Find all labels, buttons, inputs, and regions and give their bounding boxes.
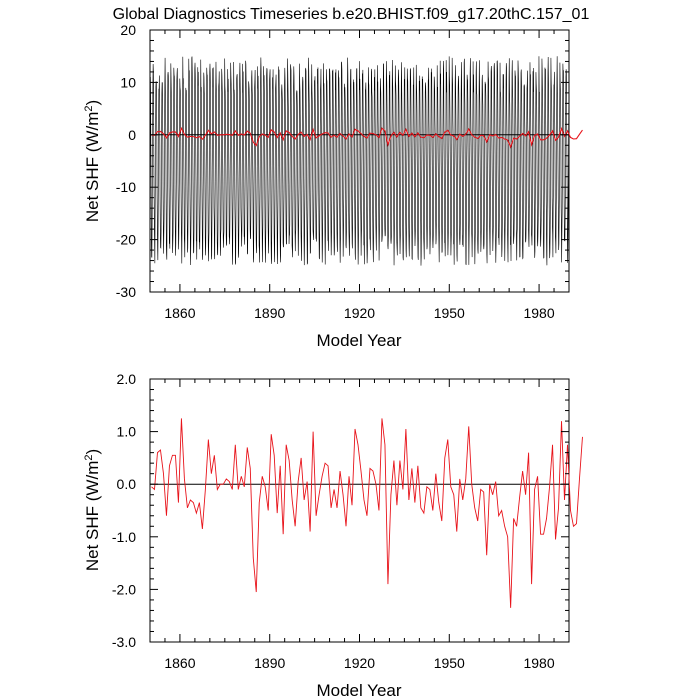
top-y-tick-label: -30 xyxy=(116,284,136,300)
bottom-plot-frame xyxy=(149,378,570,643)
top-x-axis-label: Model Year xyxy=(316,331,401,350)
bottom-ticks xyxy=(149,378,570,643)
top-x-tick-label: 1980 xyxy=(523,305,554,321)
top-tick-labels: 1860 1890 1920 1950 1980 -30 -20 -10 0 10 20 xyxy=(116,22,555,321)
bottom-tick-labels: 1860 1890 1920 1950 1980 -3.0 -2.0 -1.0 0.0 1.0 2.… xyxy=(112,371,555,671)
top-monthly-line xyxy=(149,56,570,266)
bottom-y-tick-label: -1.0 xyxy=(112,529,136,545)
bottom-x-tick-label: 1950 xyxy=(434,655,465,671)
bottom-annual-series xyxy=(151,418,583,608)
top-y-tick-label: 20 xyxy=(120,22,136,38)
chart-title: Global Diagnostics Timeseries b.e20.BHIS… xyxy=(113,6,590,23)
top-y-tick-label: 0 xyxy=(128,127,136,143)
top-x-tick-label: 1920 xyxy=(344,305,375,321)
bottom-y-tick-label: -2.0 xyxy=(112,581,136,597)
bottom-x-tick-label: 1890 xyxy=(254,655,285,671)
top-y-axis-label: Net SHF (W/m2) xyxy=(83,100,102,222)
bottom-x-axis-label: Model Year xyxy=(316,681,401,700)
bottom-y-tick-label: 2.0 xyxy=(117,371,137,387)
bottom-y-tick-label: 1.0 xyxy=(117,424,137,440)
bottom-x-tick-label: 1920 xyxy=(344,655,375,671)
bottom-y-axis-label: Net SHF (W/m2) xyxy=(83,449,102,571)
top-x-tick-label: 1890 xyxy=(254,305,285,321)
bottom-y-tick-label: -3.0 xyxy=(112,634,136,650)
top-y-tick-label: -20 xyxy=(116,232,136,248)
bottom-x-tick-label: 1860 xyxy=(164,655,195,671)
top-monthly-series xyxy=(149,56,570,266)
bottom-panel: 1860 1890 1920 1950 1980 -3.0 -2.0 -1.0 0.0 1.0 2.… xyxy=(83,371,583,700)
bottom-annual-line xyxy=(151,418,583,608)
bottom-x-tick-label: 1980 xyxy=(523,655,554,671)
bottom-y-tick-label: 0.0 xyxy=(117,476,137,492)
top-annual-series xyxy=(151,126,583,149)
top-ticks xyxy=(149,29,570,293)
top-x-tick-label: 1860 xyxy=(164,305,195,321)
top-annual-line xyxy=(151,126,583,149)
top-x-tick-label: 1950 xyxy=(434,305,465,321)
top-y-tick-label: 10 xyxy=(120,74,136,90)
top-panel: 1860 1890 1920 1950 1980 -30 -20 -10 0 10 20 Model… xyxy=(83,22,583,350)
top-y-tick-label: -10 xyxy=(116,179,136,195)
